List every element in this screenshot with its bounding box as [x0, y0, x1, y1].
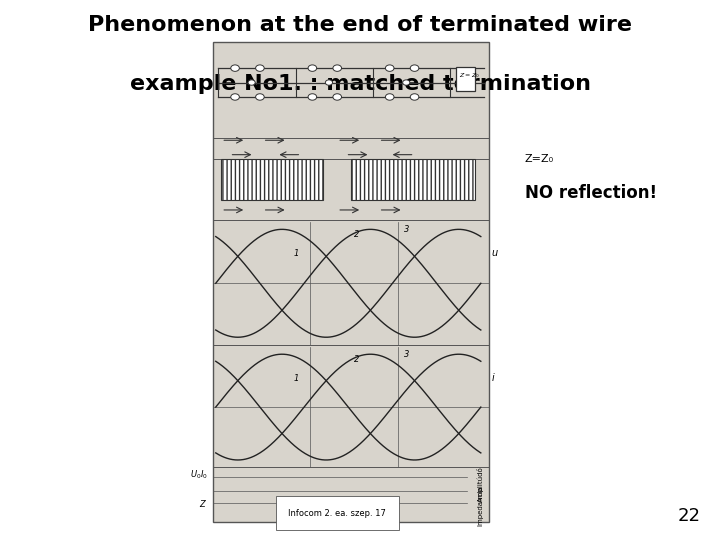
Text: Amplitúdó: Amplitúdó	[477, 466, 485, 502]
Circle shape	[333, 65, 341, 71]
Text: 1: 1	[293, 249, 299, 258]
Text: Infocom 2. ea. szep. 17: Infocom 2. ea. szep. 17	[288, 509, 386, 518]
Text: Phenomenon at the end of terminated wire: Phenomenon at the end of terminated wire	[88, 15, 632, 35]
Circle shape	[402, 80, 410, 85]
Text: $U_0I_0$: $U_0I_0$	[189, 468, 207, 481]
Circle shape	[248, 80, 255, 85]
Circle shape	[410, 65, 419, 71]
Text: $Z{=}Z_0$: $Z{=}Z_0$	[459, 71, 480, 80]
Text: Z=Z₀: Z=Z₀	[525, 154, 554, 165]
Circle shape	[385, 65, 394, 71]
Text: 3: 3	[404, 350, 409, 359]
Circle shape	[333, 94, 341, 100]
Text: i: i	[492, 373, 495, 383]
Circle shape	[308, 65, 317, 71]
Circle shape	[256, 94, 264, 100]
Bar	[351, 159, 475, 200]
Text: Impedancia: Impedancia	[478, 485, 484, 526]
Bar	[213, 42, 489, 523]
Text: u: u	[492, 248, 498, 258]
Bar	[221, 159, 323, 200]
Text: 2: 2	[354, 231, 359, 239]
Circle shape	[325, 80, 333, 85]
Circle shape	[230, 65, 239, 71]
Text: NO reflection!: NO reflection!	[525, 184, 657, 202]
Text: $Z$: $Z$	[199, 498, 207, 509]
Text: example No1. : matched termination: example No1. : matched termination	[130, 74, 590, 94]
Circle shape	[410, 94, 419, 100]
Circle shape	[308, 94, 317, 100]
Circle shape	[385, 94, 394, 100]
Text: 2: 2	[354, 355, 359, 364]
Text: 1: 1	[293, 374, 299, 383]
Text: 22: 22	[678, 507, 701, 525]
Circle shape	[230, 94, 239, 100]
Circle shape	[256, 65, 264, 71]
Text: 3: 3	[404, 225, 409, 234]
Bar	[456, 67, 475, 91]
